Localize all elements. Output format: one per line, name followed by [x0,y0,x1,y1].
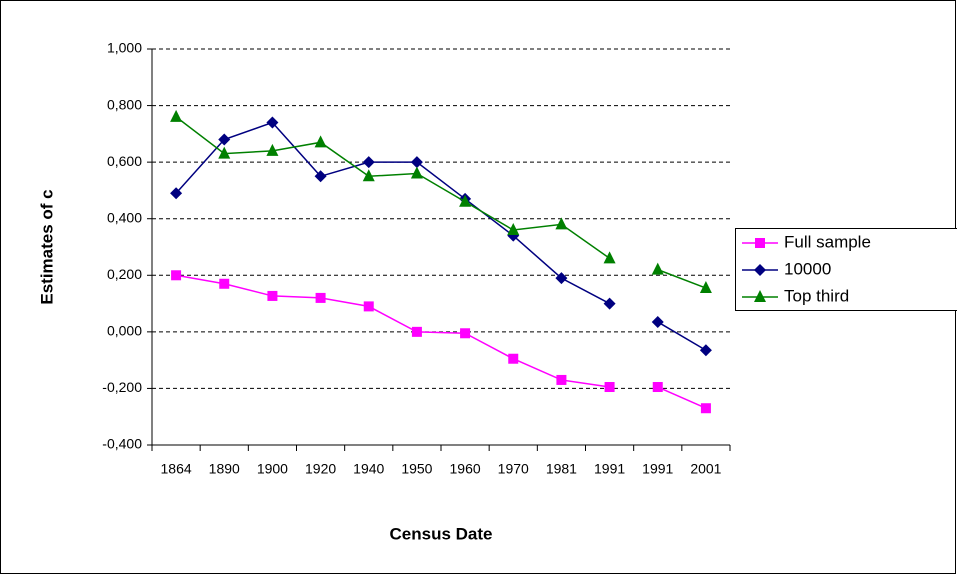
series-line [175,121,610,305]
x-tick-label: 1981 [546,461,577,477]
x-tick-label: 1900 [257,461,288,477]
marker [266,116,279,129]
y-tick-label: 0,000 [107,323,142,339]
x-tick-label: 1991 [594,461,625,477]
marker [700,403,711,414]
marker [754,264,766,276]
marker [170,187,183,200]
series-line [175,274,610,388]
marker [266,143,279,156]
marker [171,270,182,281]
marker [459,194,472,207]
x-tick-label: 1950 [401,461,432,477]
marker [315,292,326,303]
marker [603,297,616,310]
x-tick-label: 1920 [305,461,336,477]
y-tick-label: 0,800 [107,96,142,112]
marker [314,135,327,148]
marker [555,217,568,230]
marker [362,169,375,182]
marker [507,223,520,236]
marker [410,156,423,169]
marker [170,109,183,122]
y-axis-title: Estimates of c [37,189,56,304]
marker [699,281,712,294]
marker [219,278,230,289]
legend-label: Top third [784,286,849,305]
legend-label: 10000 [784,259,831,278]
x-tick-label: 1970 [498,461,529,477]
marker [556,374,567,385]
y-tick-label: 0,400 [107,209,142,225]
marker [411,326,422,337]
y-tick-label: -0,400 [102,436,142,452]
y-tick-label: 0,200 [107,266,142,282]
x-axis-title: Census Date [390,524,493,543]
marker [754,290,766,302]
series-line [657,386,707,409]
marker [603,251,616,264]
marker [362,156,375,169]
x-tick-label: 1940 [353,461,384,477]
marker [267,290,278,301]
x-tick-label: 2001 [690,461,721,477]
marker [651,315,664,328]
marker [410,166,423,179]
marker [218,146,231,159]
x-tick-label: 1991 [642,461,673,477]
x-tick-label: 1890 [209,461,240,477]
legend-label: Full sample [784,232,871,251]
y-tick-label: 0,600 [107,153,142,169]
marker [604,382,615,393]
x-tick-label: 1864 [161,461,192,477]
y-tick-label: 1,000 [107,40,142,56]
marker [460,328,471,339]
y-tick-label: -0,200 [102,379,142,395]
series-line [175,116,611,259]
marker [508,353,519,364]
series-line [657,268,707,289]
marker [699,344,712,357]
x-tick-label: 1960 [450,461,481,477]
marker [314,170,327,183]
marker [652,382,663,393]
marker [651,262,664,275]
series-line [657,321,707,351]
marker [218,133,231,146]
marker [755,238,765,248]
marker [555,272,568,285]
marker [363,301,374,312]
